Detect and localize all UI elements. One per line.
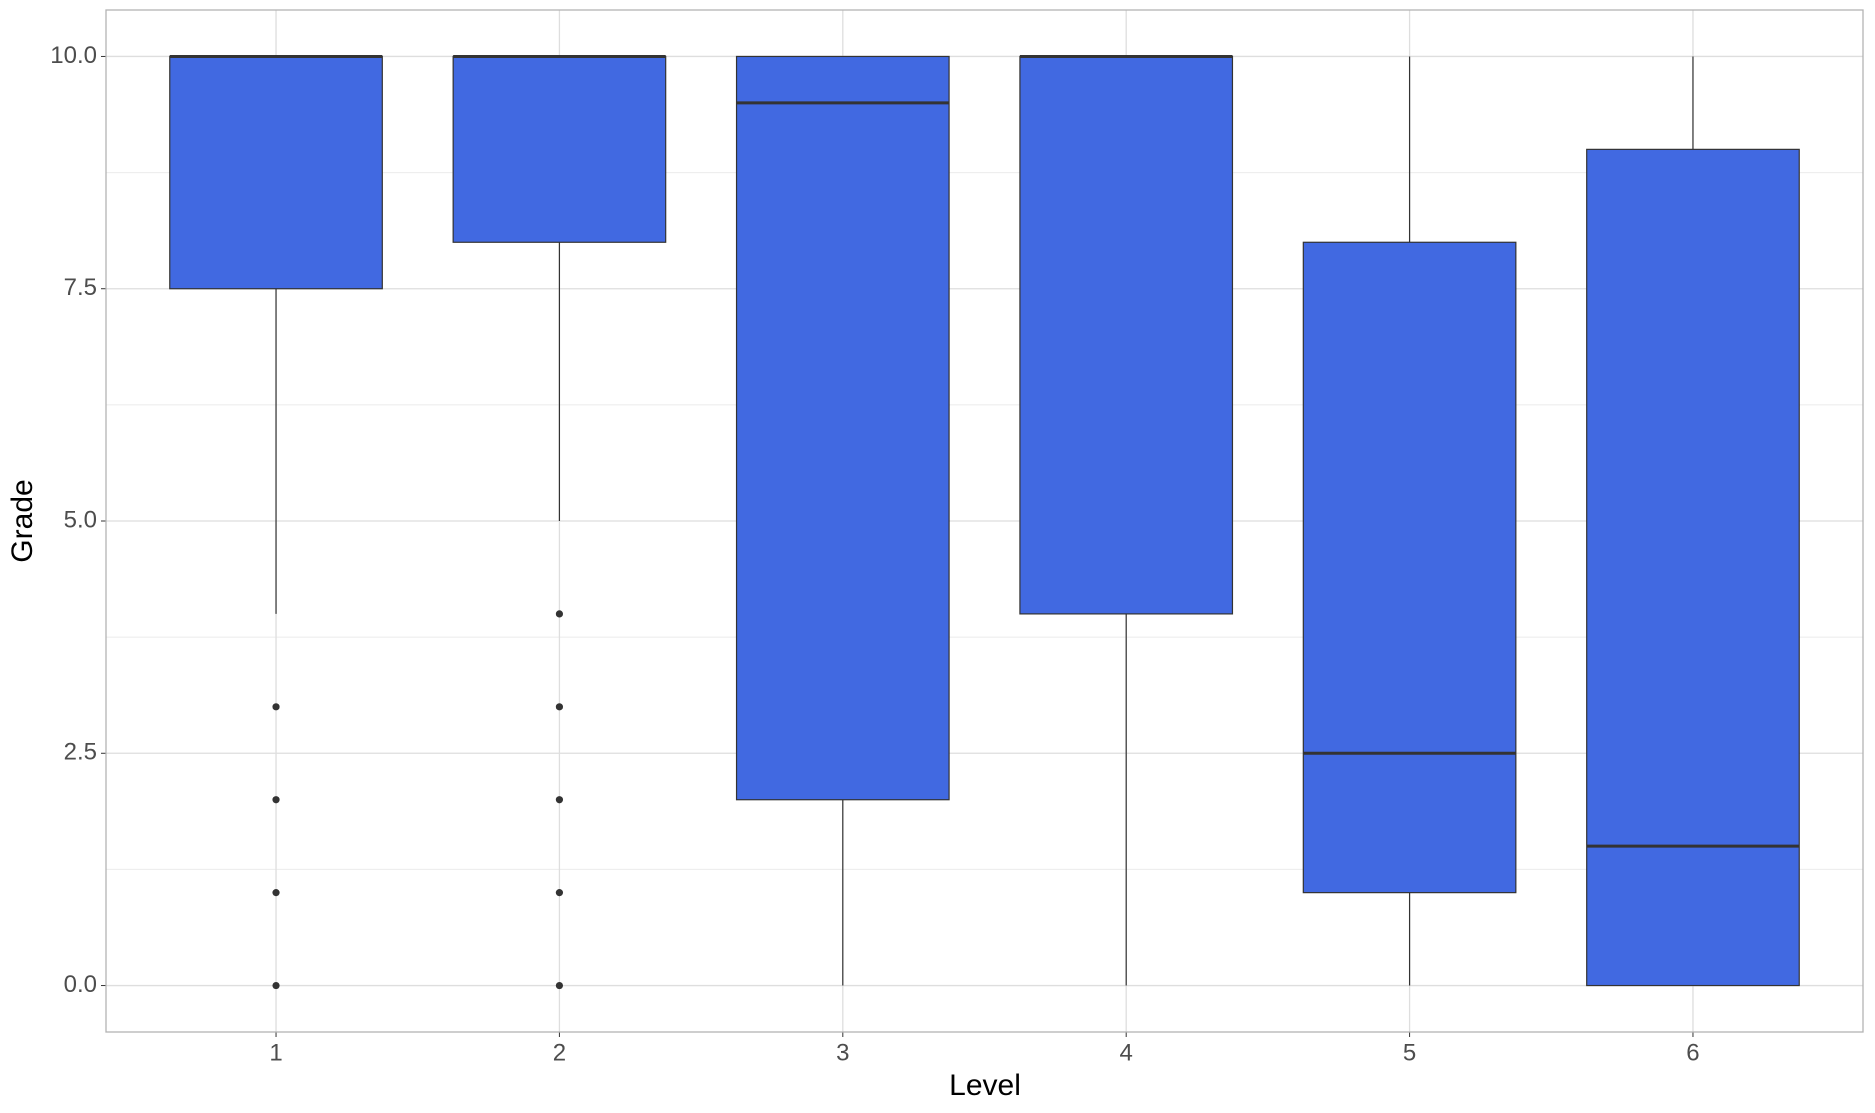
y-tick-label: 5.0 <box>64 506 97 533</box>
x-axis-title: Level <box>949 1069 1021 1102</box>
outlier <box>272 703 280 711</box>
y-tick-label: 10.0 <box>50 42 97 69</box>
y-axis-title: Grade <box>6 479 39 562</box>
outlier <box>272 796 280 804</box>
outlier <box>272 981 280 990</box>
x-tick-label: 4 <box>1120 1039 1133 1066</box>
y-tick-label: 7.5 <box>64 274 97 301</box>
x-tick-label: 5 <box>1403 1039 1416 1066</box>
outlier <box>555 610 564 618</box>
y-tick-label: 2.5 <box>64 739 97 766</box>
box <box>1019 55 1234 615</box>
x-tick-label: 6 <box>1686 1039 1699 1066</box>
x-tick-label: 2 <box>553 1039 566 1066</box>
y-tick-label: 0.0 <box>64 971 97 998</box>
outlier <box>555 889 564 897</box>
panel-border <box>105 9 1864 1033</box>
x-tick-label: 1 <box>269 1039 282 1066</box>
box <box>452 55 667 243</box>
outlier <box>555 796 564 804</box>
box <box>735 55 950 801</box>
outlier <box>272 889 280 897</box>
box <box>169 55 383 290</box>
box <box>1302 241 1517 894</box>
outlier <box>555 703 564 711</box>
box <box>1586 148 1800 987</box>
x-tick-label: 3 <box>836 1039 849 1066</box>
outlier <box>555 981 564 990</box>
